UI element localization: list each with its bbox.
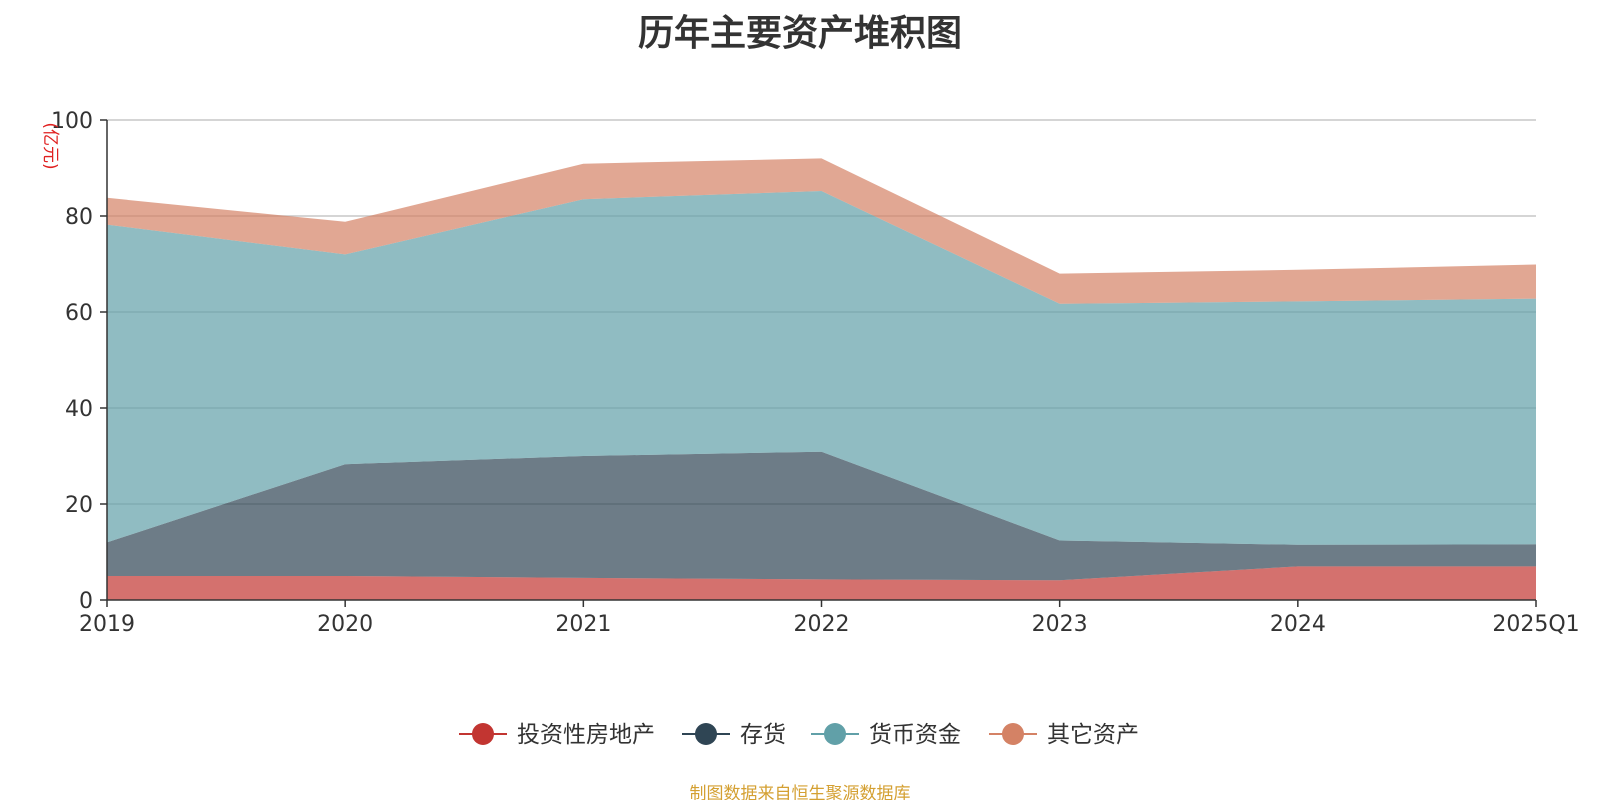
x-tick-label: 2025Q1 — [1492, 612, 1579, 637]
area-series-3 — [107, 191, 1536, 545]
legend-marker-icon — [824, 723, 846, 745]
y-tick-label: 80 — [65, 205, 93, 230]
area-series-1 — [107, 566, 1536, 600]
legend-marker-icon — [1002, 723, 1024, 745]
x-tick-label: 2019 — [79, 612, 135, 637]
x-tick-label: 2022 — [794, 612, 850, 637]
chart-title: 历年主要资产堆积图 — [637, 13, 962, 54]
x-tick-label: 2023 — [1032, 612, 1088, 637]
x-tick-label: 2024 — [1270, 612, 1326, 637]
y-tick-label: 60 — [65, 301, 93, 326]
legend[interactable]: 投资性房地产 存货 货币资金 其它资产 — [459, 722, 1139, 748]
y-tick-label: 0 — [79, 589, 93, 614]
legend-item-4[interactable]: 其它资产 — [989, 722, 1139, 748]
legend-label: 其它资产 — [1047, 722, 1139, 748]
legend-label: 投资性房地产 — [517, 722, 655, 748]
x-tick-label: 2020 — [317, 612, 373, 637]
y-tick-label: 40 — [65, 397, 93, 422]
y-tick-label: 20 — [65, 493, 93, 518]
area-series-2 — [107, 451, 1536, 581]
y-unit-label: (亿元) — [40, 122, 60, 169]
legend-item-3[interactable]: 货币资金 — [811, 722, 961, 748]
legend-item-2[interactable]: 存货 — [682, 722, 786, 748]
area-series — [107, 158, 1536, 600]
axes: 0 20 40 60 80 100(亿元) 2019 2020 2021 2022 2023 2024… — [40, 109, 1580, 637]
legend-marker-icon — [695, 723, 717, 745]
y-tick-label: 100 — [51, 109, 93, 134]
legend-item-1[interactable]: 投资性房地产 — [459, 722, 655, 748]
source-note: 制图数据来自恒生聚源数据库 — [689, 784, 911, 800]
legend-marker-icon — [472, 723, 494, 745]
legend-label: 货币资金 — [869, 722, 961, 748]
x-tick-label: 2021 — [555, 612, 611, 637]
legend-label: 存货 — [740, 722, 786, 748]
area-series-4 — [107, 158, 1536, 304]
